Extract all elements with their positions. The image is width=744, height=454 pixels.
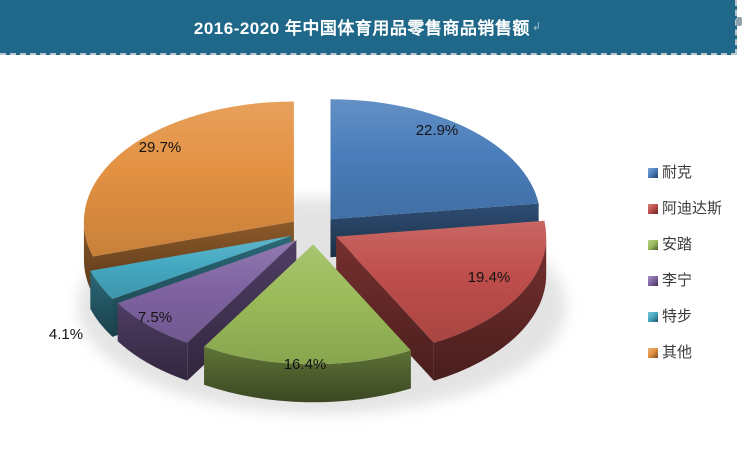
resize-handle[interactable] [736, 17, 742, 26]
legend-label: 阿迪达斯 [662, 200, 723, 217]
legend-label: 耐克 [662, 164, 693, 181]
slice-label: 16.4% [284, 356, 327, 373]
pie-slice-rim [117, 303, 188, 381]
slice-label: 7.5% [138, 309, 172, 326]
legend-item-5: 其他 [648, 342, 722, 363]
pie-slice [330, 99, 539, 220]
legend-item-0: 耐克 [648, 162, 722, 183]
legend-item-1: 阿迪达斯 [648, 198, 722, 219]
pie-slice [83, 101, 294, 257]
legend-label: 特步 [662, 308, 693, 325]
pie-slice [336, 220, 547, 343]
legend-label: 其他 [662, 344, 693, 361]
legend-item-3: 李宁 [648, 270, 722, 291]
pie-slice-rim [204, 346, 411, 403]
pie-slice [204, 244, 411, 365]
legend-color-swatch [648, 239, 658, 250]
pie-slice-wall [336, 236, 434, 381]
legend-color-swatch [648, 167, 658, 178]
pie-slice [117, 240, 297, 343]
pie-slice-rim [90, 270, 113, 337]
chart-title-banner[interactable]: 2016-2020 年中国体育用品零售商品销售额 ↲ [0, 0, 737, 55]
legend-label: 李宁 [662, 272, 693, 289]
legend-color-swatch [648, 311, 658, 322]
pie-slice-rim [433, 236, 547, 381]
chart-title: 2016-2020 年中国体育用品零售商品销售额 [193, 19, 530, 38]
slice-label: 29.7% [139, 139, 182, 156]
legend-item-4: 特步 [648, 306, 722, 327]
slice-label: 22.9% [416, 122, 459, 139]
pie-slice [90, 235, 292, 299]
legend-color-swatch [648, 203, 658, 214]
legend-color-swatch [648, 347, 658, 358]
slice-label: 4.1% [49, 326, 83, 343]
legend-color-swatch [648, 275, 658, 286]
paragraph-return-mark: ↲ [531, 21, 542, 33]
slice-label: 19.4% [468, 269, 511, 286]
legend-label: 安踏 [662, 236, 693, 253]
legend-item-2: 安踏 [648, 234, 722, 255]
legend: 耐克阿迪达斯安踏李宁特步其他 [648, 162, 722, 363]
